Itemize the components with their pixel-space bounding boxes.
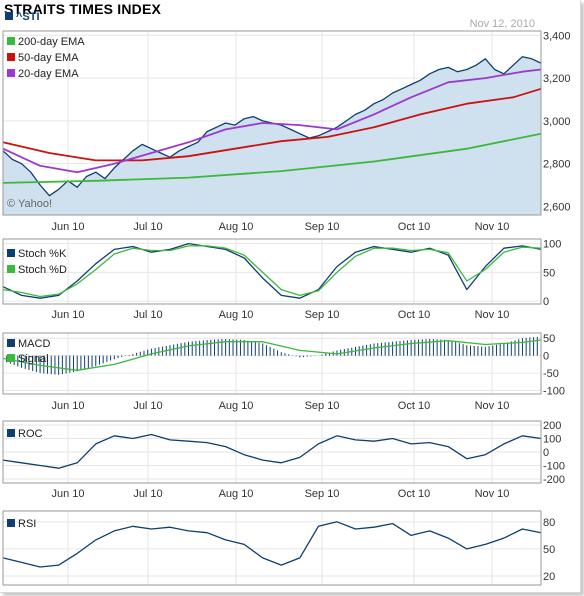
stochastic-legend-swatch-stochD [7,265,15,273]
rsi-panel-border [2,510,542,586]
roc-xtick-label: Oct 10 [398,488,430,500]
rsi-rsi-line [2,521,542,568]
price-legend-swatch-ema200 [7,37,15,45]
price-xtick-label: Jul 10 [133,221,162,233]
price-ytick-label: 3,400 [543,30,571,42]
price-legend-label-price: ^STI [16,11,40,23]
rsi-legend-swatch-rsi [7,519,15,527]
price-legend-label-ema20: 20-day EMA [18,68,79,80]
price-panel-border [2,30,542,216]
macd-ytick-label: 0 [543,351,549,363]
macd-legend-label-signal: Signal [18,353,49,365]
rsi-ytick-label: 80 [543,517,555,529]
roc-xtick-label: Jul 10 [133,488,162,500]
macd-ytick-label: -100 [543,386,565,398]
macd-xtick-label: Jun 10 [51,400,84,412]
price-legend-swatch-ema50 [7,53,15,61]
roc-xtick-label: Jun 10 [51,488,84,500]
price-legend-label-ema200: 200-day EMA [18,36,85,48]
stochastic-legend-label-stochK: Stoch %K [18,248,67,260]
stochastic-ytick-label: 100 [543,239,561,251]
stochastic-stochK-line [2,242,542,299]
price-ema50-line [2,87,542,162]
price-ytick-label: 3,000 [543,116,571,128]
roc-legend-swatch-roc [7,429,15,437]
roc-panel-border [2,420,542,484]
price-xtick-label: Sep 10 [305,221,340,233]
date-label: Nov 12, 2010 [470,18,535,30]
watermark-label: © Yahoo! [7,198,52,210]
stochastic-ytick-label: 50 [543,267,555,279]
roc-ytick-label: 200 [543,420,561,432]
price-legend-swatch-ema20 [7,69,15,77]
macd-legend-label-macd: MACD [18,338,50,350]
stochastic-xtick-label: Sep 10 [305,309,340,321]
roc-ytick-label: 100 [543,434,561,446]
stochastic-stochD-line [2,245,542,298]
stochastic-xtick-label: Jun 10 [51,309,84,321]
roc-roc-line [2,433,542,469]
price-ema20-line [2,68,542,174]
roc-grid [3,421,541,483]
macd-panel-border [2,332,542,395]
price-legend-swatch-price [5,12,13,20]
price-ema200-line [2,132,542,184]
stochastic-xtick-label: Jul 10 [133,309,162,321]
page-title: STRAITS TIMES INDEX [4,1,162,17]
price-area [3,56,541,216]
stochastic-ytick-label: 0 [543,296,549,308]
macd-signal-line [2,339,542,371]
price-ytick-label: 2,600 [543,201,571,213]
rsi-grid [3,511,541,585]
macd-ytick-label: -50 [543,368,559,380]
stochastic-xtick-label: Nov 10 [475,309,510,321]
roc-ytick-label: 0 [543,447,549,459]
stochastic-xtick-label: Oct 10 [398,309,430,321]
stochastic-legend-swatch-stochK [7,249,15,257]
roc-xtick-label: Sep 10 [305,488,340,500]
rsi-legend-label-rsi: RSI [18,518,36,530]
stochastic-xtick-label: Aug 10 [219,309,254,321]
price-legend-label-ema50: 50-day EMA [18,52,79,64]
macd-histogram [2,336,542,375]
roc-xtick-label: Nov 10 [475,488,510,500]
macd-xtick-label: Jul 10 [133,400,162,412]
rsi-ytick-label: 50 [543,544,555,556]
rsi-ytick-label: 20 [543,571,555,583]
roc-ytick-label: -100 [543,460,565,472]
price-xtick-label: Oct 10 [398,221,430,233]
macd-xtick-label: Oct 10 [398,400,430,412]
roc-xtick-label: Aug 10 [219,488,254,500]
price-ytick-label: 3,200 [543,73,571,85]
macd-xtick-label: Nov 10 [475,400,510,412]
price-xtick-label: Jun 10 [51,221,84,233]
roc-legend-label-roc: ROC [18,428,43,440]
stochastic-panel-border [2,238,542,305]
price-xtick-label: Nov 10 [475,221,510,233]
macd-xtick-label: Aug 10 [219,400,254,412]
macd-legend-swatch-signal [7,354,15,362]
roc-ytick-label: -200 [543,474,565,486]
macd-xtick-label: Sep 10 [305,400,340,412]
macd-ytick-label: 50 [543,333,555,345]
price-xtick-label: Aug 10 [219,221,254,233]
stochastic-legend-label-stochD: Stoch %D [18,264,67,276]
price-ytick-label: 2,800 [543,159,571,171]
macd-legend-swatch-macd [7,339,15,347]
